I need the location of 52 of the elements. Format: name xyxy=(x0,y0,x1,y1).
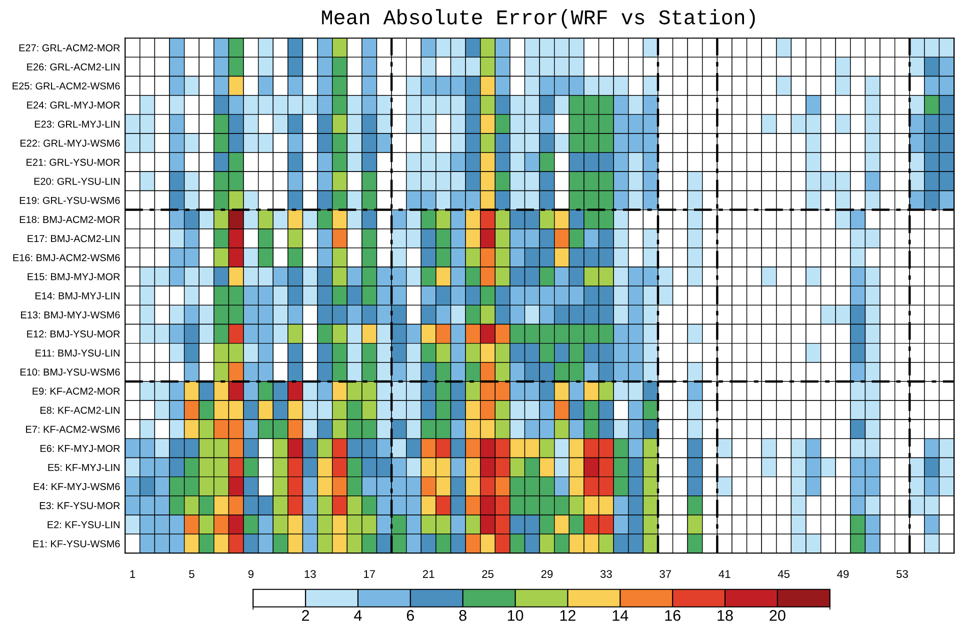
chart-title: Mean Absolute Error(WRF vs Station) xyxy=(322,9,755,29)
color-bar-label: 6 xyxy=(406,610,414,621)
y-tick-label: E13: BMJ-MYJ-WSM6 xyxy=(21,311,120,318)
y-tick-label: E4: KF-MYJ-WSM6 xyxy=(34,483,120,490)
color-bar-label: 8 xyxy=(459,610,466,621)
color-bar-label: 16 xyxy=(665,610,680,621)
y-tick-label: E11: BMJ-YSU-LIN xyxy=(36,349,120,357)
y-tick-label: E19: GRL-YSU-WSM6 xyxy=(20,196,120,204)
y-tick-label: E25: GRL-ACM2-WSM6 xyxy=(12,82,120,90)
x-tick-label: 41 xyxy=(718,570,730,578)
y-tick-label: E12: BMJ-YSU-MOR xyxy=(27,330,120,338)
x-tick-label: 25 xyxy=(482,570,494,578)
y-tick-label: E27: GRL-ACM2-MOR xyxy=(19,44,120,52)
y-tick-label: E7: KF-ACM2-WSM6 xyxy=(26,426,120,433)
x-tick-label: 45 xyxy=(778,570,790,578)
x-tick-label: 53 xyxy=(896,570,908,578)
x-tick-label: 29 xyxy=(541,570,553,578)
x-tick-label: 5 xyxy=(189,570,194,578)
color-bar-label: 12 xyxy=(560,610,576,621)
color-bar-label: 18 xyxy=(718,610,733,621)
x-tick-label: 13 xyxy=(304,570,316,578)
color-bar-label: 10 xyxy=(508,610,524,621)
y-tick-label: E16: BMJ-ACM2-WSM6 xyxy=(13,254,120,262)
y-tick-label: E17: BMJ-ACM2-LIN xyxy=(28,235,120,242)
y-tick-label: E10: BMJ-YSU-WSM6 xyxy=(20,368,120,376)
y-tick-label: E26: GRL-ACM2-LIN xyxy=(27,63,120,70)
x-tick-label: 21 xyxy=(422,570,434,578)
color-bar-label: 20 xyxy=(770,610,786,621)
y-tick-label: E9: KF-ACM2-MOR xyxy=(32,388,120,395)
y-tick-label: E14: BMJ-MYJ-LIN xyxy=(35,292,120,300)
x-tick-label: 17 xyxy=(364,570,375,578)
x-tick-label: 49 xyxy=(837,570,849,578)
y-tick-label: E2: KF-YSU-LIN xyxy=(48,521,120,528)
y-tick-label: E24: GRL-MYJ-MOR xyxy=(27,102,120,109)
y-tick-label: E6: KF-MYJ-MOR xyxy=(40,444,120,452)
x-tick-label: 33 xyxy=(600,570,612,578)
y-tick-label: E5: KF-MYJ-LIN xyxy=(48,464,120,472)
y-tick-label: E23: GRL-MYJ-LIN xyxy=(34,120,120,128)
y-tick-label: E22: GRL-MYJ-WSM6 xyxy=(20,140,120,147)
x-tick-label: 37 xyxy=(660,570,672,578)
color-bar-label: 2 xyxy=(302,610,309,621)
x-tick-label: 9 xyxy=(248,570,254,578)
y-tick-label: E18: BMJ-ACM2-MOR xyxy=(20,216,120,224)
color-bar-label: 14 xyxy=(612,610,628,621)
color-bar-label: 4 xyxy=(354,610,362,621)
y-tick-label: E3: KF-YSU-MOR xyxy=(40,502,120,510)
x-tick-label: 1 xyxy=(130,570,136,578)
y-tick-label: E8: KF-ACM2-LIN xyxy=(40,406,120,414)
y-tick-label: E15: BMJ-MYJ-MOR xyxy=(28,273,120,280)
y-tick-label: E20: GRL-YSU-LIN xyxy=(34,178,120,185)
y-tick-label: E1: KF-YSU-WSM6 xyxy=(33,540,120,548)
y-tick-label: E21: GRL-YSU-MOR xyxy=(26,158,120,166)
